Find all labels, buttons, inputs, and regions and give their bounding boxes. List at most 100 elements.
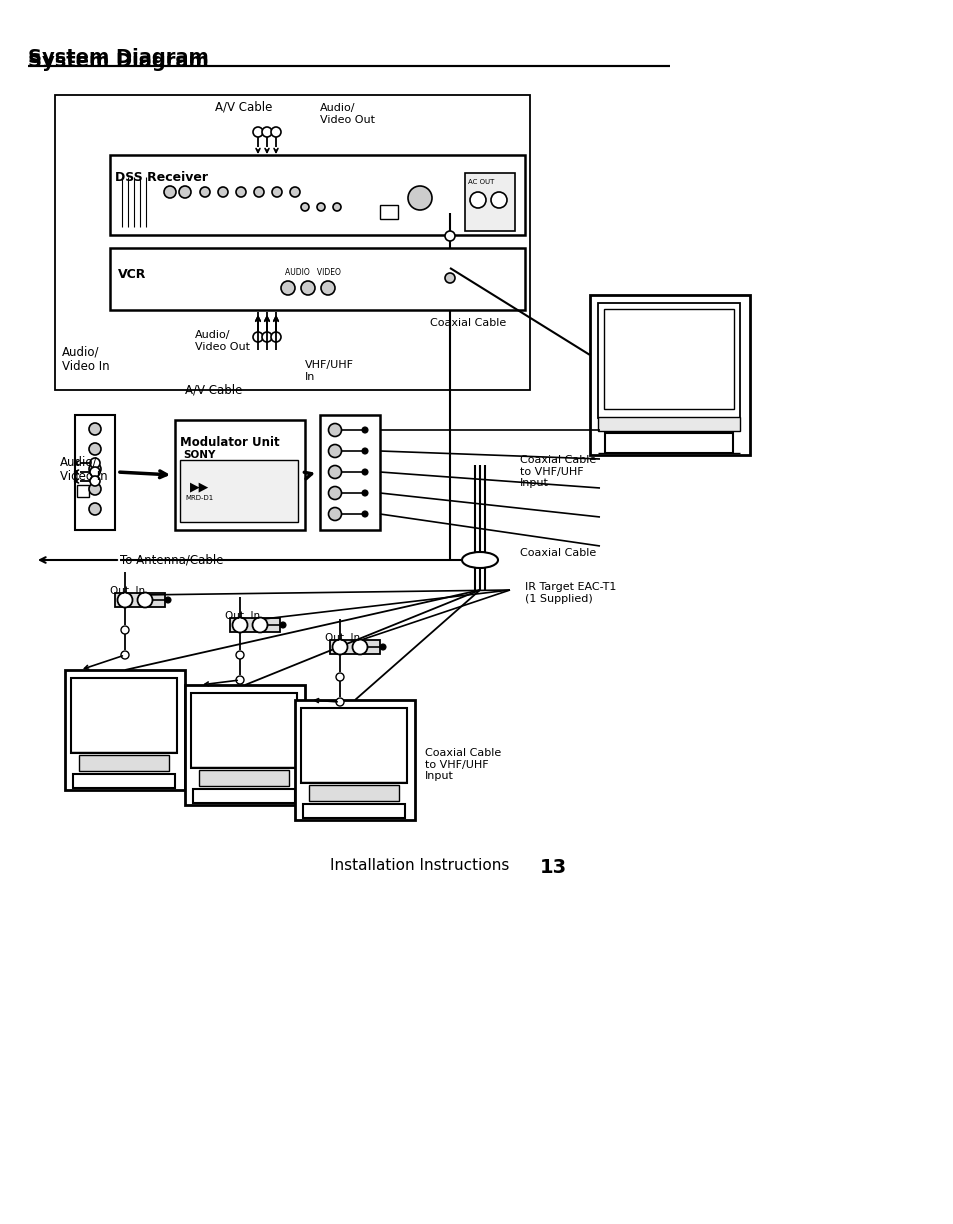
- Circle shape: [121, 625, 129, 634]
- Circle shape: [89, 443, 101, 455]
- Text: System Diagram: System Diagram: [28, 51, 209, 71]
- Text: Coaxial Cable: Coaxial Cable: [519, 548, 596, 558]
- Circle shape: [470, 192, 485, 208]
- Circle shape: [89, 483, 101, 494]
- Text: AC OUT: AC OUT: [468, 179, 494, 185]
- Bar: [71, 678, 177, 753]
- Text: Coaxial Cable
to VHF/UHF
Input: Coaxial Cable to VHF/UHF Input: [519, 455, 596, 488]
- Circle shape: [253, 127, 263, 137]
- Text: Audio/
Video In: Audio/ Video In: [60, 455, 108, 483]
- Circle shape: [301, 203, 309, 211]
- Circle shape: [335, 673, 344, 681]
- Circle shape: [90, 476, 100, 486]
- Bar: [75, 415, 115, 530]
- Text: A/V Cable: A/V Cable: [185, 383, 242, 397]
- Text: ▶▶: ▶▶: [190, 480, 209, 493]
- Bar: [79, 755, 169, 771]
- Circle shape: [179, 186, 191, 198]
- Bar: [73, 774, 174, 788]
- Circle shape: [164, 186, 175, 198]
- Circle shape: [444, 273, 455, 283]
- Bar: [230, 618, 280, 632]
- Ellipse shape: [461, 552, 497, 568]
- Circle shape: [121, 651, 129, 659]
- Circle shape: [253, 187, 264, 197]
- Text: Out  In: Out In: [110, 586, 145, 596]
- Text: Audio/
Video Out: Audio/ Video Out: [194, 330, 250, 351]
- Circle shape: [137, 592, 152, 607]
- Circle shape: [90, 468, 100, 477]
- Bar: [110, 248, 524, 310]
- Circle shape: [328, 508, 341, 520]
- Circle shape: [89, 424, 101, 435]
- Bar: [65, 670, 185, 789]
- Text: VCR: VCR: [118, 268, 146, 282]
- Text: AUDIO   VIDEO: AUDIO VIDEO: [285, 268, 340, 277]
- Bar: [330, 640, 379, 654]
- Text: VHF/UHF
In: VHF/UHF In: [305, 360, 354, 382]
- Circle shape: [271, 332, 281, 341]
- Bar: [174, 420, 305, 530]
- Bar: [115, 592, 165, 607]
- Bar: [77, 485, 89, 497]
- Text: IR Target EAC-T1
(1 Supplied): IR Target EAC-T1 (1 Supplied): [524, 581, 616, 603]
- Circle shape: [253, 617, 267, 633]
- Circle shape: [361, 510, 368, 517]
- Bar: [55, 95, 530, 390]
- Circle shape: [352, 639, 367, 655]
- Text: Modulator Unit: Modulator Unit: [180, 436, 279, 449]
- Bar: [598, 304, 740, 419]
- Text: 13: 13: [539, 858, 566, 878]
- Circle shape: [200, 187, 210, 197]
- Bar: [191, 693, 296, 767]
- Circle shape: [235, 676, 244, 684]
- Text: System Diagram: System Diagram: [28, 48, 209, 67]
- Bar: [309, 785, 398, 800]
- Circle shape: [90, 458, 100, 468]
- Bar: [303, 804, 405, 818]
- Bar: [589, 295, 749, 455]
- Circle shape: [379, 644, 386, 650]
- Text: A/V Cable: A/V Cable: [214, 100, 273, 113]
- Circle shape: [301, 282, 314, 295]
- Bar: [379, 204, 397, 219]
- Circle shape: [89, 463, 101, 475]
- Bar: [180, 460, 297, 521]
- Text: MRD-D1: MRD-D1: [185, 494, 213, 501]
- Bar: [464, 173, 515, 231]
- Circle shape: [235, 187, 246, 197]
- Bar: [604, 433, 732, 453]
- Circle shape: [444, 231, 455, 241]
- Text: Out  In: Out In: [225, 611, 260, 621]
- Circle shape: [253, 332, 263, 341]
- Text: Installation Instructions: Installation Instructions: [330, 858, 509, 873]
- Circle shape: [165, 597, 171, 603]
- Circle shape: [271, 127, 281, 137]
- Bar: [603, 308, 733, 409]
- Circle shape: [328, 465, 341, 479]
- Circle shape: [235, 651, 244, 659]
- Circle shape: [233, 617, 247, 633]
- Circle shape: [328, 486, 341, 499]
- Circle shape: [361, 469, 368, 475]
- Bar: [598, 417, 740, 431]
- Text: DSS Receiver: DSS Receiver: [115, 171, 208, 184]
- Circle shape: [281, 282, 294, 295]
- Circle shape: [262, 127, 272, 137]
- Circle shape: [328, 424, 341, 437]
- Circle shape: [272, 187, 282, 197]
- Circle shape: [491, 192, 506, 208]
- Circle shape: [335, 698, 344, 706]
- Circle shape: [262, 332, 272, 341]
- Circle shape: [117, 592, 132, 607]
- Circle shape: [408, 186, 432, 211]
- Circle shape: [361, 427, 368, 433]
- Text: Audio/
Video Out: Audio/ Video Out: [319, 103, 375, 125]
- Circle shape: [280, 622, 286, 628]
- Circle shape: [328, 444, 341, 458]
- Circle shape: [333, 203, 340, 211]
- Text: SONY: SONY: [183, 450, 215, 460]
- Bar: [185, 685, 305, 805]
- Bar: [319, 415, 379, 530]
- Circle shape: [361, 448, 368, 454]
